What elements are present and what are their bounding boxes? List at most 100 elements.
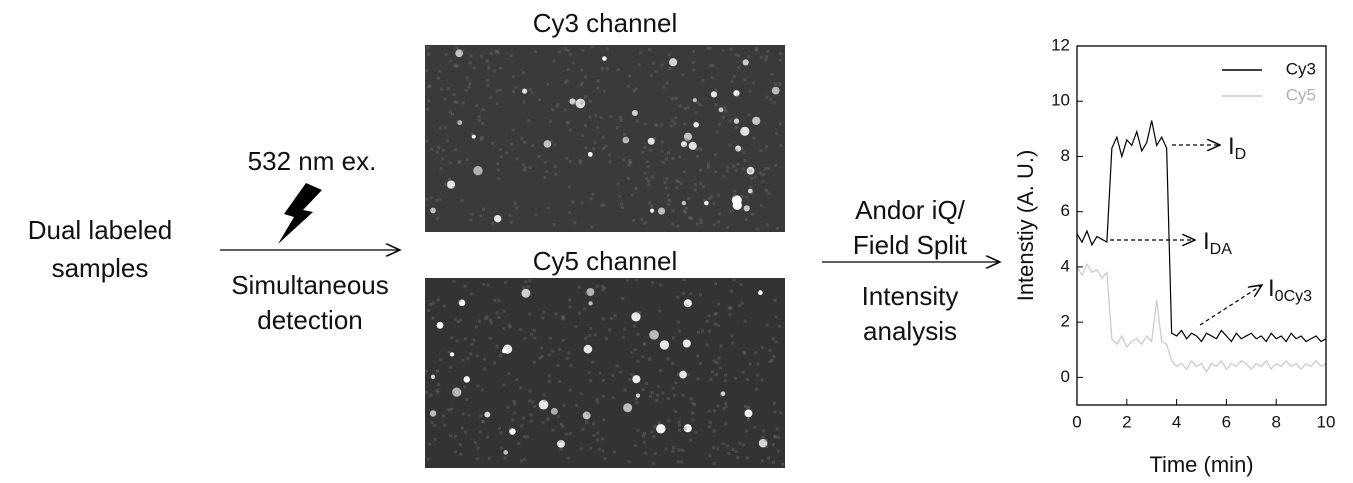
x-tick-label: 10 xyxy=(1317,412,1336,431)
noise xyxy=(679,104,682,107)
noise xyxy=(692,50,695,53)
noise xyxy=(594,333,597,336)
noise xyxy=(658,422,661,425)
noise xyxy=(649,149,652,152)
noise xyxy=(665,187,668,190)
noise xyxy=(597,79,600,82)
noise xyxy=(464,285,467,288)
noise xyxy=(449,434,452,437)
noise xyxy=(592,147,595,150)
noise xyxy=(676,225,679,228)
spot xyxy=(758,290,763,295)
noise xyxy=(535,214,538,217)
spot xyxy=(464,376,470,382)
noise xyxy=(656,394,659,397)
noise xyxy=(548,353,551,356)
noise xyxy=(730,209,733,212)
noise xyxy=(717,302,720,305)
noise xyxy=(541,355,544,358)
noise xyxy=(581,201,584,204)
noise xyxy=(752,82,755,85)
noise xyxy=(596,126,599,129)
noise xyxy=(521,137,524,140)
noise xyxy=(473,66,476,69)
noise xyxy=(663,181,666,184)
noise xyxy=(677,460,680,463)
noise xyxy=(774,164,777,167)
analysis-label: Andor iQ/ xyxy=(855,195,966,225)
noise xyxy=(703,199,706,202)
y-tick-label: 6 xyxy=(1061,201,1070,220)
noise xyxy=(512,129,515,132)
noise xyxy=(446,139,449,142)
noise xyxy=(567,351,570,354)
noise xyxy=(675,97,678,100)
noise xyxy=(427,99,430,102)
noise xyxy=(665,177,668,180)
noise xyxy=(766,96,769,99)
noise xyxy=(755,49,758,52)
noise xyxy=(708,330,711,333)
noise xyxy=(730,290,733,293)
noise xyxy=(681,73,684,76)
noise xyxy=(666,82,669,85)
noise xyxy=(486,79,489,82)
noise xyxy=(479,214,482,217)
noise xyxy=(483,358,486,361)
laser-icon xyxy=(278,183,322,244)
noise xyxy=(731,448,734,451)
noise xyxy=(548,374,551,377)
noise xyxy=(765,445,768,448)
noise xyxy=(734,377,737,380)
noise xyxy=(635,397,638,400)
noise xyxy=(438,198,441,201)
noise xyxy=(634,348,637,351)
noise xyxy=(447,87,450,90)
noise xyxy=(459,319,462,322)
noise xyxy=(604,457,607,460)
noise xyxy=(524,337,527,340)
noise xyxy=(428,84,431,87)
noise xyxy=(491,142,494,145)
noise xyxy=(711,64,714,67)
noise xyxy=(465,89,468,92)
annotation-main: I xyxy=(1203,228,1210,255)
noise xyxy=(476,457,479,460)
noise xyxy=(602,318,605,321)
noise xyxy=(473,338,476,341)
noise xyxy=(651,391,654,394)
noise xyxy=(731,342,734,345)
noise xyxy=(650,74,653,77)
y-tick-label: 8 xyxy=(1061,146,1070,165)
noise xyxy=(436,151,439,154)
y-tick-label: 0 xyxy=(1061,367,1070,386)
noise xyxy=(779,412,782,415)
noise xyxy=(427,309,430,312)
noise xyxy=(543,393,546,396)
noise xyxy=(470,293,473,296)
image-title: Cy3 channel xyxy=(533,8,678,38)
noise xyxy=(511,418,514,421)
noise xyxy=(558,348,561,351)
noise xyxy=(488,457,491,460)
noise xyxy=(590,225,593,228)
noise xyxy=(728,143,731,146)
noise xyxy=(466,158,469,161)
annotation: I0Cy3 xyxy=(1268,275,1312,305)
noise xyxy=(623,133,626,136)
noise xyxy=(781,463,784,466)
noise xyxy=(594,141,597,144)
noise xyxy=(745,218,748,221)
noise xyxy=(713,462,716,465)
noise xyxy=(436,391,439,394)
noise xyxy=(554,173,557,176)
noise xyxy=(533,405,536,408)
noise xyxy=(650,205,653,208)
noise xyxy=(673,122,676,125)
noise xyxy=(565,433,568,436)
noise xyxy=(667,397,670,400)
noise xyxy=(729,120,732,123)
noise xyxy=(436,217,439,220)
noise xyxy=(499,89,502,92)
noise xyxy=(675,381,678,384)
